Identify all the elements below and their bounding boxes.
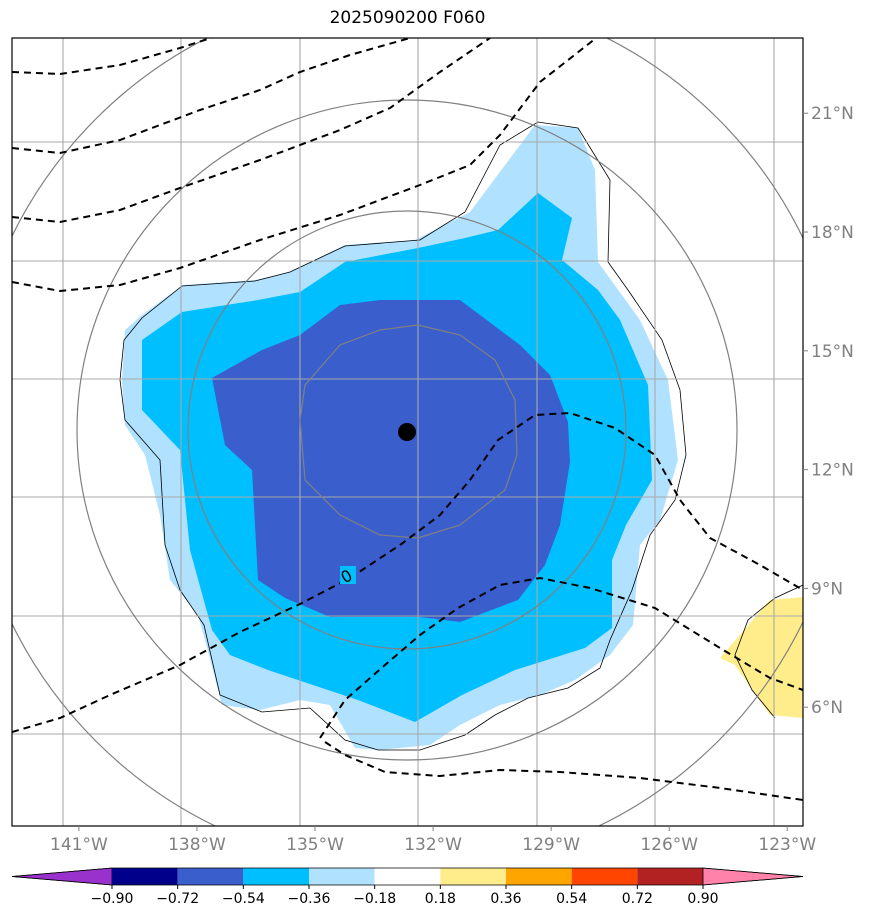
colorbar-tick-label: 0.54 bbox=[556, 891, 587, 907]
fill-yellow bbox=[720, 597, 803, 718]
storm-center-marker bbox=[398, 423, 416, 441]
colorbar-tick-label: −0.90 bbox=[91, 891, 134, 907]
map-frame bbox=[11, 37, 804, 827]
colorbar-segment bbox=[177, 868, 244, 885]
radial-rings bbox=[12, 38, 803, 826]
lon-tick-label: 123°W bbox=[758, 835, 816, 855]
colorbar-segment bbox=[506, 868, 572, 885]
colorbar-tick-label: −0.18 bbox=[353, 891, 396, 907]
colorbar-tick-label: 0.72 bbox=[622, 891, 653, 907]
lon-tick-label: 141°W bbox=[50, 835, 108, 855]
colorbar-labels: −0.90 −0.72 −0.54 −0.36 −0.18 0.18 0.36 0.54 0.7… bbox=[91, 885, 719, 907]
lat-tick-label: 18°N bbox=[811, 223, 854, 243]
colorbar-segment bbox=[243, 868, 309, 885]
colorbar-tick-label: 0.18 bbox=[425, 891, 456, 907]
graticule bbox=[12, 38, 803, 826]
colorbar-extend-min bbox=[11, 867, 113, 886]
colorbar-segment bbox=[440, 868, 506, 885]
colorbar-extend-max bbox=[702, 867, 804, 886]
outline-contour-yellow bbox=[734, 584, 803, 719]
lat-tick-label: 21°N bbox=[811, 104, 854, 124]
fill-royal-blue bbox=[212, 300, 570, 622]
chart-title: 2025090200 F060 bbox=[329, 8, 486, 28]
lat-tick-label: 12°N bbox=[811, 461, 854, 481]
colorbar-segment bbox=[112, 868, 178, 885]
colorbar-tick-label: −0.54 bbox=[222, 891, 265, 907]
colorbar-tick-label: −0.36 bbox=[288, 891, 331, 907]
dashed-contours bbox=[12, 38, 803, 801]
lon-tick-label: 135°W bbox=[286, 835, 344, 855]
colorbar-tick-label: −0.72 bbox=[156, 891, 199, 907]
lon-labels: 141°W 138°W 135°W 132°W 129°W 126°W 123°W bbox=[50, 826, 816, 855]
colorbar-tick-label: 0.90 bbox=[687, 891, 718, 907]
lat-tick-label: 9°N bbox=[811, 579, 843, 599]
lat-tick-label: 6°N bbox=[811, 698, 843, 718]
lon-tick-label: 126°W bbox=[640, 835, 698, 855]
outline-contour bbox=[119, 121, 687, 751]
lat-labels: 6°N 9°N 12°N 15°N 18°N 21°N bbox=[803, 104, 854, 718]
colorbar-tick-label: 0.36 bbox=[490, 891, 521, 907]
colorbar-segment bbox=[571, 868, 638, 885]
colorbar bbox=[11, 867, 804, 886]
colorbar-segment bbox=[374, 868, 441, 885]
contour-label-bg bbox=[340, 566, 356, 584]
lat-tick-label: 15°N bbox=[811, 342, 854, 362]
colorbar-segment bbox=[637, 868, 703, 885]
colorbar-segment bbox=[309, 868, 375, 885]
lon-tick-label: 138°W bbox=[168, 835, 226, 855]
lon-tick-label: 132°W bbox=[404, 835, 462, 855]
lon-tick-label: 129°W bbox=[522, 835, 580, 855]
